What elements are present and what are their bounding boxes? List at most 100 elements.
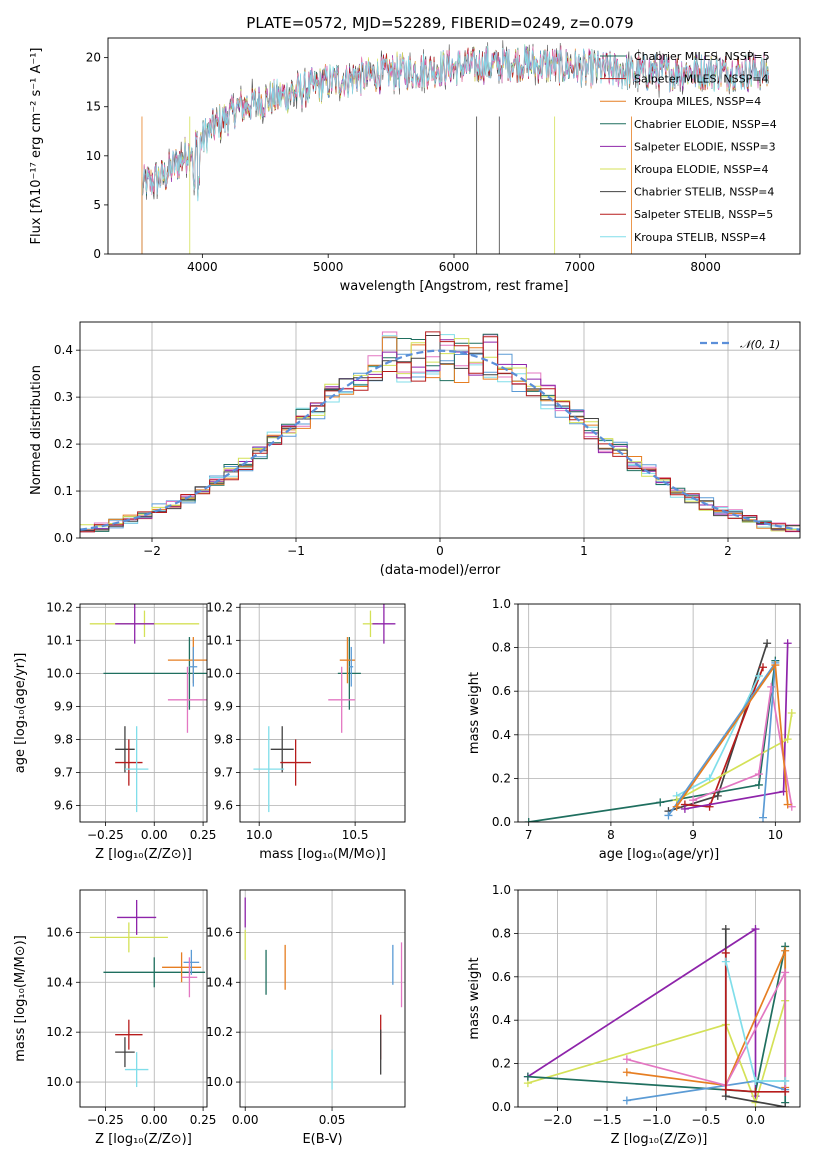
- legend-entry: Kroupa MILES, NSSP=4: [634, 95, 761, 108]
- panel-mass_EBV: 0.00 0.05 10.0 10.2 10.4 10.6 E(B-V): [206, 889, 406, 1147]
- weight-marker: [680, 804, 689, 813]
- weight-marker: [672, 802, 681, 811]
- x-tick-label: 10.5: [342, 828, 369, 842]
- y-tick-label: 0.8: [492, 641, 511, 655]
- x-axis-label: mass [log₁₀(M/M⊙)]: [259, 847, 386, 862]
- y-tick-label: 0.2: [54, 437, 73, 451]
- error-point: [124, 726, 149, 813]
- y-tick-label: 0.2: [492, 771, 511, 785]
- weight-marker: [781, 946, 790, 955]
- weight-marker: [751, 1076, 760, 1085]
- legend-entry: 𝒩(0, 1): [740, 338, 780, 351]
- plot-area: [240, 890, 405, 1107]
- weight-marker: [759, 663, 768, 672]
- x-tick-label: 9: [689, 828, 697, 842]
- y-tick-label: 0.4: [54, 343, 73, 357]
- y-tick-label: 10.0: [206, 666, 233, 680]
- error-point: [181, 957, 198, 998]
- y-tick-label: 9.7: [54, 765, 73, 779]
- weight-marker: [705, 774, 714, 783]
- plot-area: [518, 890, 800, 1107]
- x-tick-label: 2: [724, 544, 732, 558]
- y-tick-label: 10.0: [46, 1075, 73, 1089]
- x-axis-label: (data-model)/error: [380, 563, 501, 578]
- y-tick-label: 0.4: [492, 728, 511, 742]
- panel-residuals: −2 −1 0 1 2 0.0 0.1 0.2 0.3 0.4 (data-model)/error…: [29, 321, 801, 578]
- weight-marker: [781, 1087, 790, 1096]
- legend: Chabrier MILES, NSSP=5 Salpeter MILES, NS…: [600, 50, 777, 244]
- error-point: [115, 1019, 143, 1050]
- y-tick-label: 10: [86, 149, 101, 163]
- x-tick-label: 7000: [565, 260, 596, 274]
- weight-marker: [721, 948, 730, 957]
- y-axis-label: age [log₁₀(age/yr)]: [13, 653, 28, 774]
- y-tick-label: 10.4: [46, 975, 73, 989]
- weight-marker: [721, 1085, 730, 1094]
- error-point: [115, 1037, 135, 1068]
- weight-marker: [656, 798, 665, 807]
- axes-frame: [79, 889, 208, 1108]
- axes-frame: [239, 889, 406, 1108]
- y-tick-label: 10.1: [46, 633, 73, 647]
- y-tick-label: 10.0: [46, 666, 73, 680]
- y-axis-label: Flux [fλ10⁻¹⁷ erg cm⁻² s⁻¹ A⁻¹]: [29, 48, 44, 245]
- y-tick-label: 0.0: [54, 531, 73, 545]
- x-tick-label: −1.0: [642, 1113, 671, 1127]
- error-point: [183, 949, 200, 975]
- x-tick-label: 6000: [439, 260, 470, 274]
- x-tick-label: 10.0: [246, 828, 273, 842]
- x-tick-label: 8: [607, 828, 615, 842]
- weight-marker: [787, 709, 796, 717]
- y-tick-label: 10.1: [206, 633, 233, 647]
- axes-frame: [517, 889, 801, 1108]
- axes-frame: [79, 603, 208, 823]
- y-axis-label: mass [log₁₀(M/M⊙)]: [13, 935, 28, 1062]
- x-axis-label: E(B-V): [302, 1132, 342, 1147]
- weight-marker: [713, 791, 722, 800]
- plot-area: [80, 604, 207, 822]
- histogram-series: [80, 331, 800, 533]
- weight-marker: [787, 802, 796, 811]
- x-tick-label: 0.25: [190, 1113, 217, 1127]
- x-tick-label: 7: [525, 828, 533, 842]
- weight-marker: [771, 661, 780, 670]
- error-point: [189, 646, 198, 687]
- weight-line: [626, 972, 787, 1092]
- weight-line: [692, 686, 793, 807]
- y-tick-label: 9.6: [54, 798, 73, 812]
- x-tick-label: −0.25: [87, 1113, 124, 1127]
- weight-marker: [689, 796, 698, 805]
- y-tick-label: 0.3: [54, 390, 73, 404]
- x-tick-label: −0.25: [87, 828, 124, 842]
- y-tick-label: 10.2: [206, 600, 233, 614]
- y-axis-label: mass weight: [467, 672, 482, 754]
- y-tick-label: 10.4: [206, 975, 233, 989]
- y-tick-label: 10.6: [206, 925, 233, 939]
- weight-marker: [783, 735, 792, 744]
- weight-marker: [622, 1096, 631, 1105]
- weight-marker: [754, 780, 763, 789]
- error-point: [270, 726, 294, 773]
- y-tick-label: 0.1: [54, 484, 73, 498]
- x-tick-label: −0.5: [691, 1113, 720, 1127]
- x-tick-label: −1: [287, 544, 305, 558]
- error-point: [115, 726, 135, 773]
- y-tick-label: 15: [86, 100, 101, 114]
- y-axis-label: mass weight: [467, 957, 482, 1039]
- weight-marker: [721, 925, 730, 934]
- plot-area: [80, 890, 207, 1107]
- axes-frame: [107, 37, 801, 255]
- error-point: [339, 637, 356, 684]
- y-tick-label: 0.2: [492, 1057, 511, 1071]
- weight-marker: [783, 800, 792, 809]
- y-tick-label: 9.8: [54, 732, 73, 746]
- panel-mw_Z: −2.0 −1.5 −1.0 −0.5 0.0 0.0 0.2 0.4 0.6 0.8 1.0 Z […: [467, 883, 801, 1147]
- error-point: [117, 899, 157, 935]
- legend-entry: Salpeter ELODIE, NSSP=3: [634, 140, 776, 153]
- x-tick-label: −1.5: [592, 1113, 621, 1127]
- axes-frame: [239, 603, 406, 823]
- weight-marker: [524, 818, 533, 822]
- x-tick-label: 10: [768, 828, 783, 842]
- error-point: [372, 604, 396, 644]
